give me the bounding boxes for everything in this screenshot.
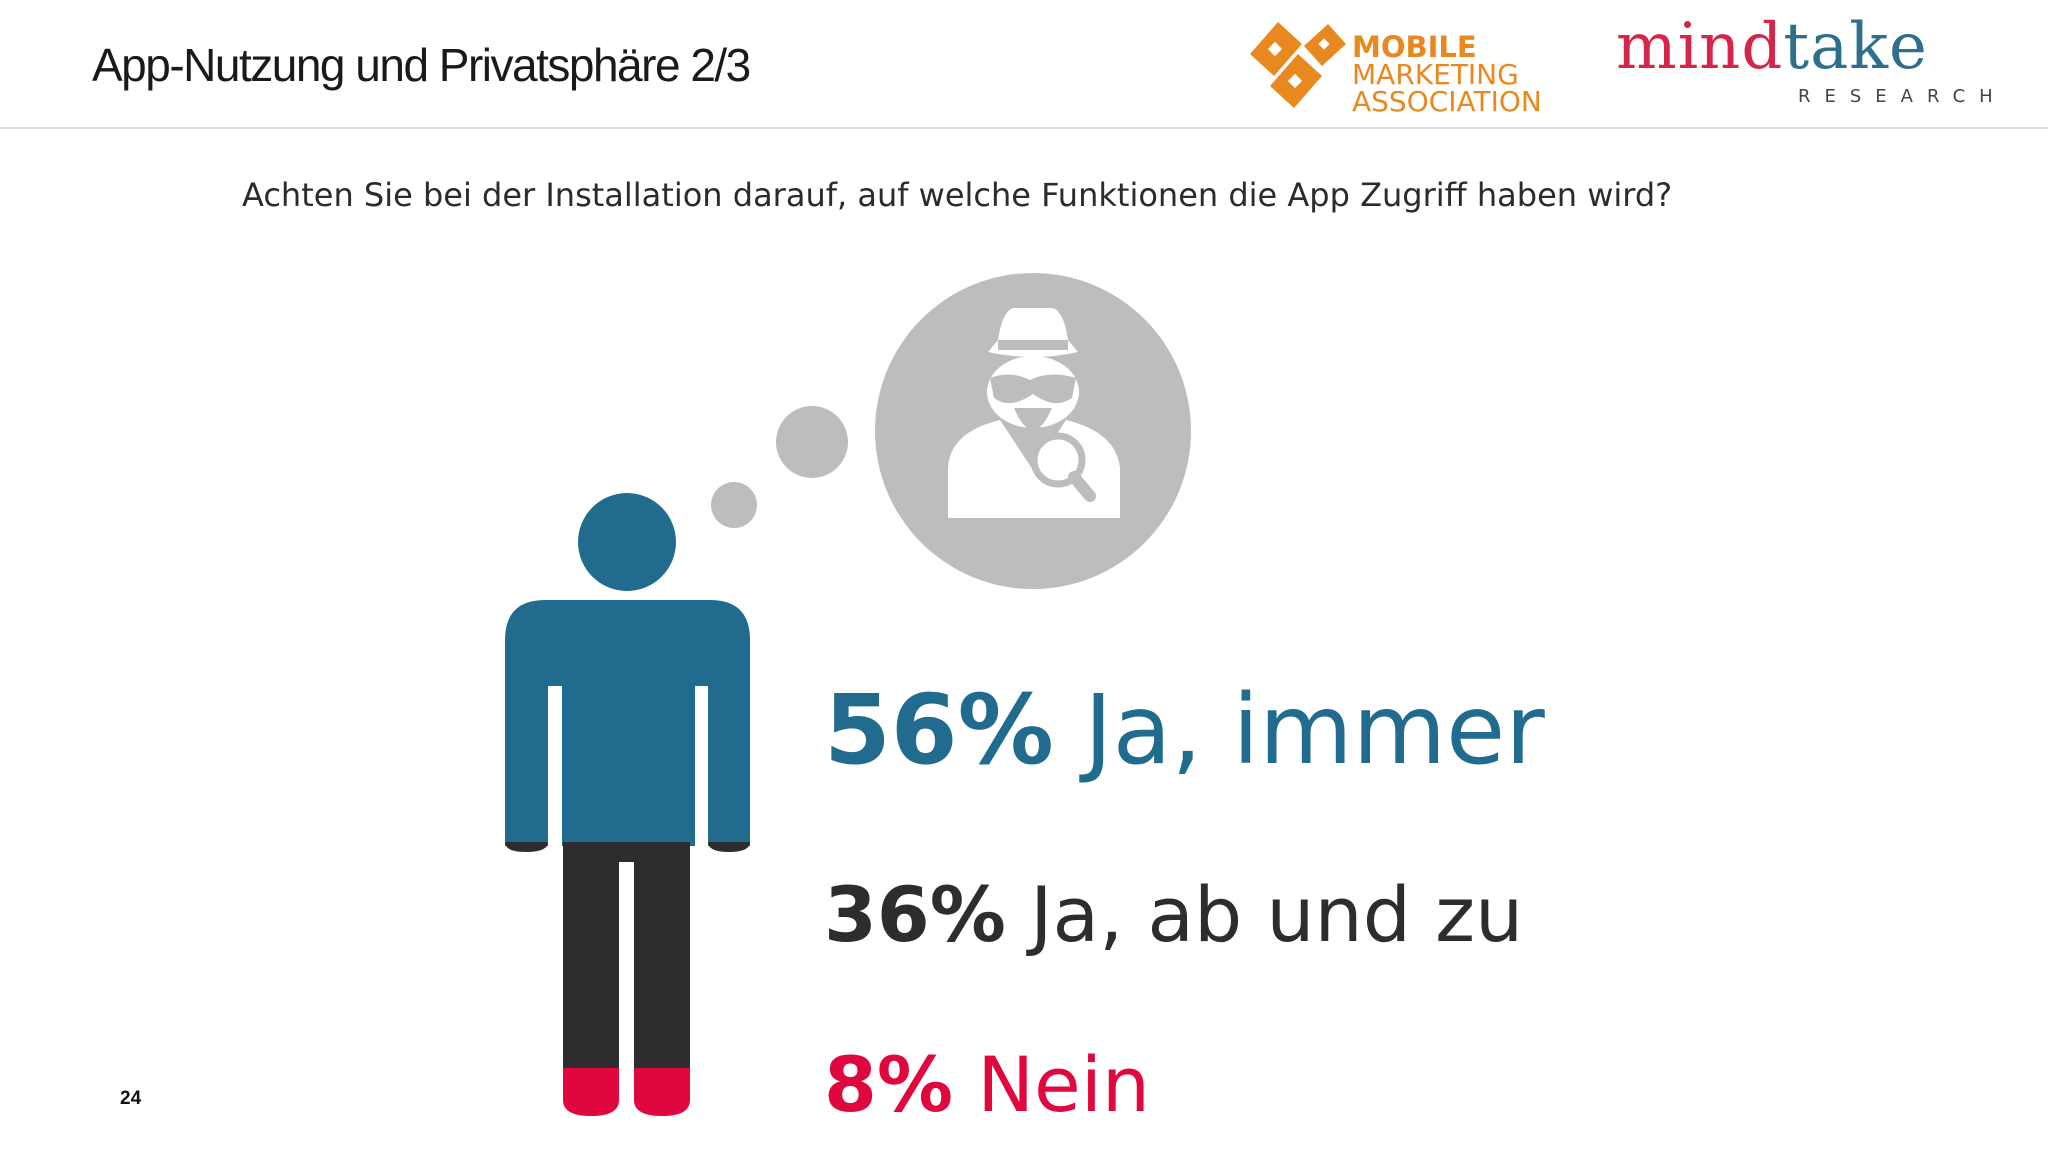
mma-logo: MOBILE MARKETING ASSOCIATION bbox=[1248, 14, 1578, 122]
person-right-shoe bbox=[634, 1068, 690, 1116]
person-figure bbox=[505, 493, 750, 1116]
survey-question: Achten Sie bei der Installation darauf, … bbox=[242, 176, 1673, 214]
person-right-leg bbox=[634, 842, 690, 1072]
mindtake-subtitle: RESEARCH bbox=[1798, 86, 2007, 107]
mma-logo-mark-icon bbox=[1250, 22, 1346, 108]
mindtake-word-part1: mind bbox=[1616, 10, 1784, 84]
answer-value: 56% bbox=[824, 674, 1054, 786]
person-left-leg bbox=[563, 842, 619, 1072]
mindtake-logo: mindtake RESEARCH bbox=[1616, 10, 1996, 114]
answer-label: Ja, ab und zu bbox=[1030, 870, 1524, 959]
thought-bubble-medium bbox=[776, 406, 848, 478]
answer-ja-immer: 56% Ja, immer bbox=[824, 674, 1545, 786]
answer-label: Ja, immer bbox=[1084, 674, 1545, 786]
page-number: 24 bbox=[120, 1088, 142, 1109]
mma-logo-line2: MARKETING bbox=[1352, 58, 1519, 91]
answer-nein: 8% Nein bbox=[824, 1040, 1150, 1129]
answer-value: 36% bbox=[824, 870, 1006, 959]
page-title: App-Nutzung und Privatsphäre 2/3 bbox=[92, 39, 751, 91]
thought-bubble-small bbox=[711, 482, 757, 528]
mma-logo-line3: ASSOCIATION bbox=[1352, 85, 1542, 118]
answer-value: 8% bbox=[824, 1040, 954, 1129]
mma-logo-text: MOBILE MARKETING ASSOCIATION bbox=[1352, 30, 1542, 118]
mindtake-word-part2: take bbox=[1783, 10, 1928, 84]
person-left-shoe bbox=[563, 1068, 619, 1116]
header-divider bbox=[0, 127, 2048, 129]
person-head bbox=[578, 493, 676, 591]
person-torso-arms bbox=[505, 600, 750, 846]
mma-logo-line1: MOBILE bbox=[1352, 30, 1477, 64]
spy-icon bbox=[948, 308, 1120, 518]
answer-ja-ab-und-zu: 36% Ja, ab und zu bbox=[824, 870, 1523, 959]
answer-label: Nein bbox=[977, 1040, 1151, 1129]
mindtake-wordmark: mindtake bbox=[1616, 10, 1928, 84]
